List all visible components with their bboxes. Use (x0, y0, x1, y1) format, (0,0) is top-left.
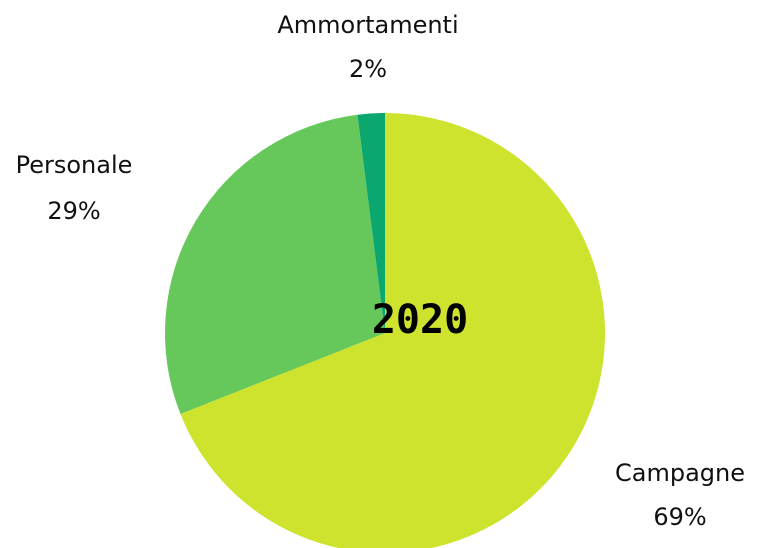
slice-name-label: Personale (16, 151, 133, 179)
pie-slice-personale (164, 114, 385, 414)
pie-center-year-label: 2020 (372, 297, 468, 343)
pie-labels: Campagne 69% Personale 29% Ammortamenti 2% (16, 11, 745, 531)
pie-slice-campagne (180, 113, 605, 548)
pie-slice-ammortamenti (357, 112, 385, 333)
slice-name-label: Campagne (615, 459, 745, 487)
slice-percent-label: 2% (349, 55, 387, 83)
pie-slices (164, 112, 605, 548)
slice-name-label: Ammortamenti (277, 11, 458, 39)
slice-percent-label: 29% (47, 197, 100, 225)
slice-percent-label: 69% (653, 503, 706, 531)
